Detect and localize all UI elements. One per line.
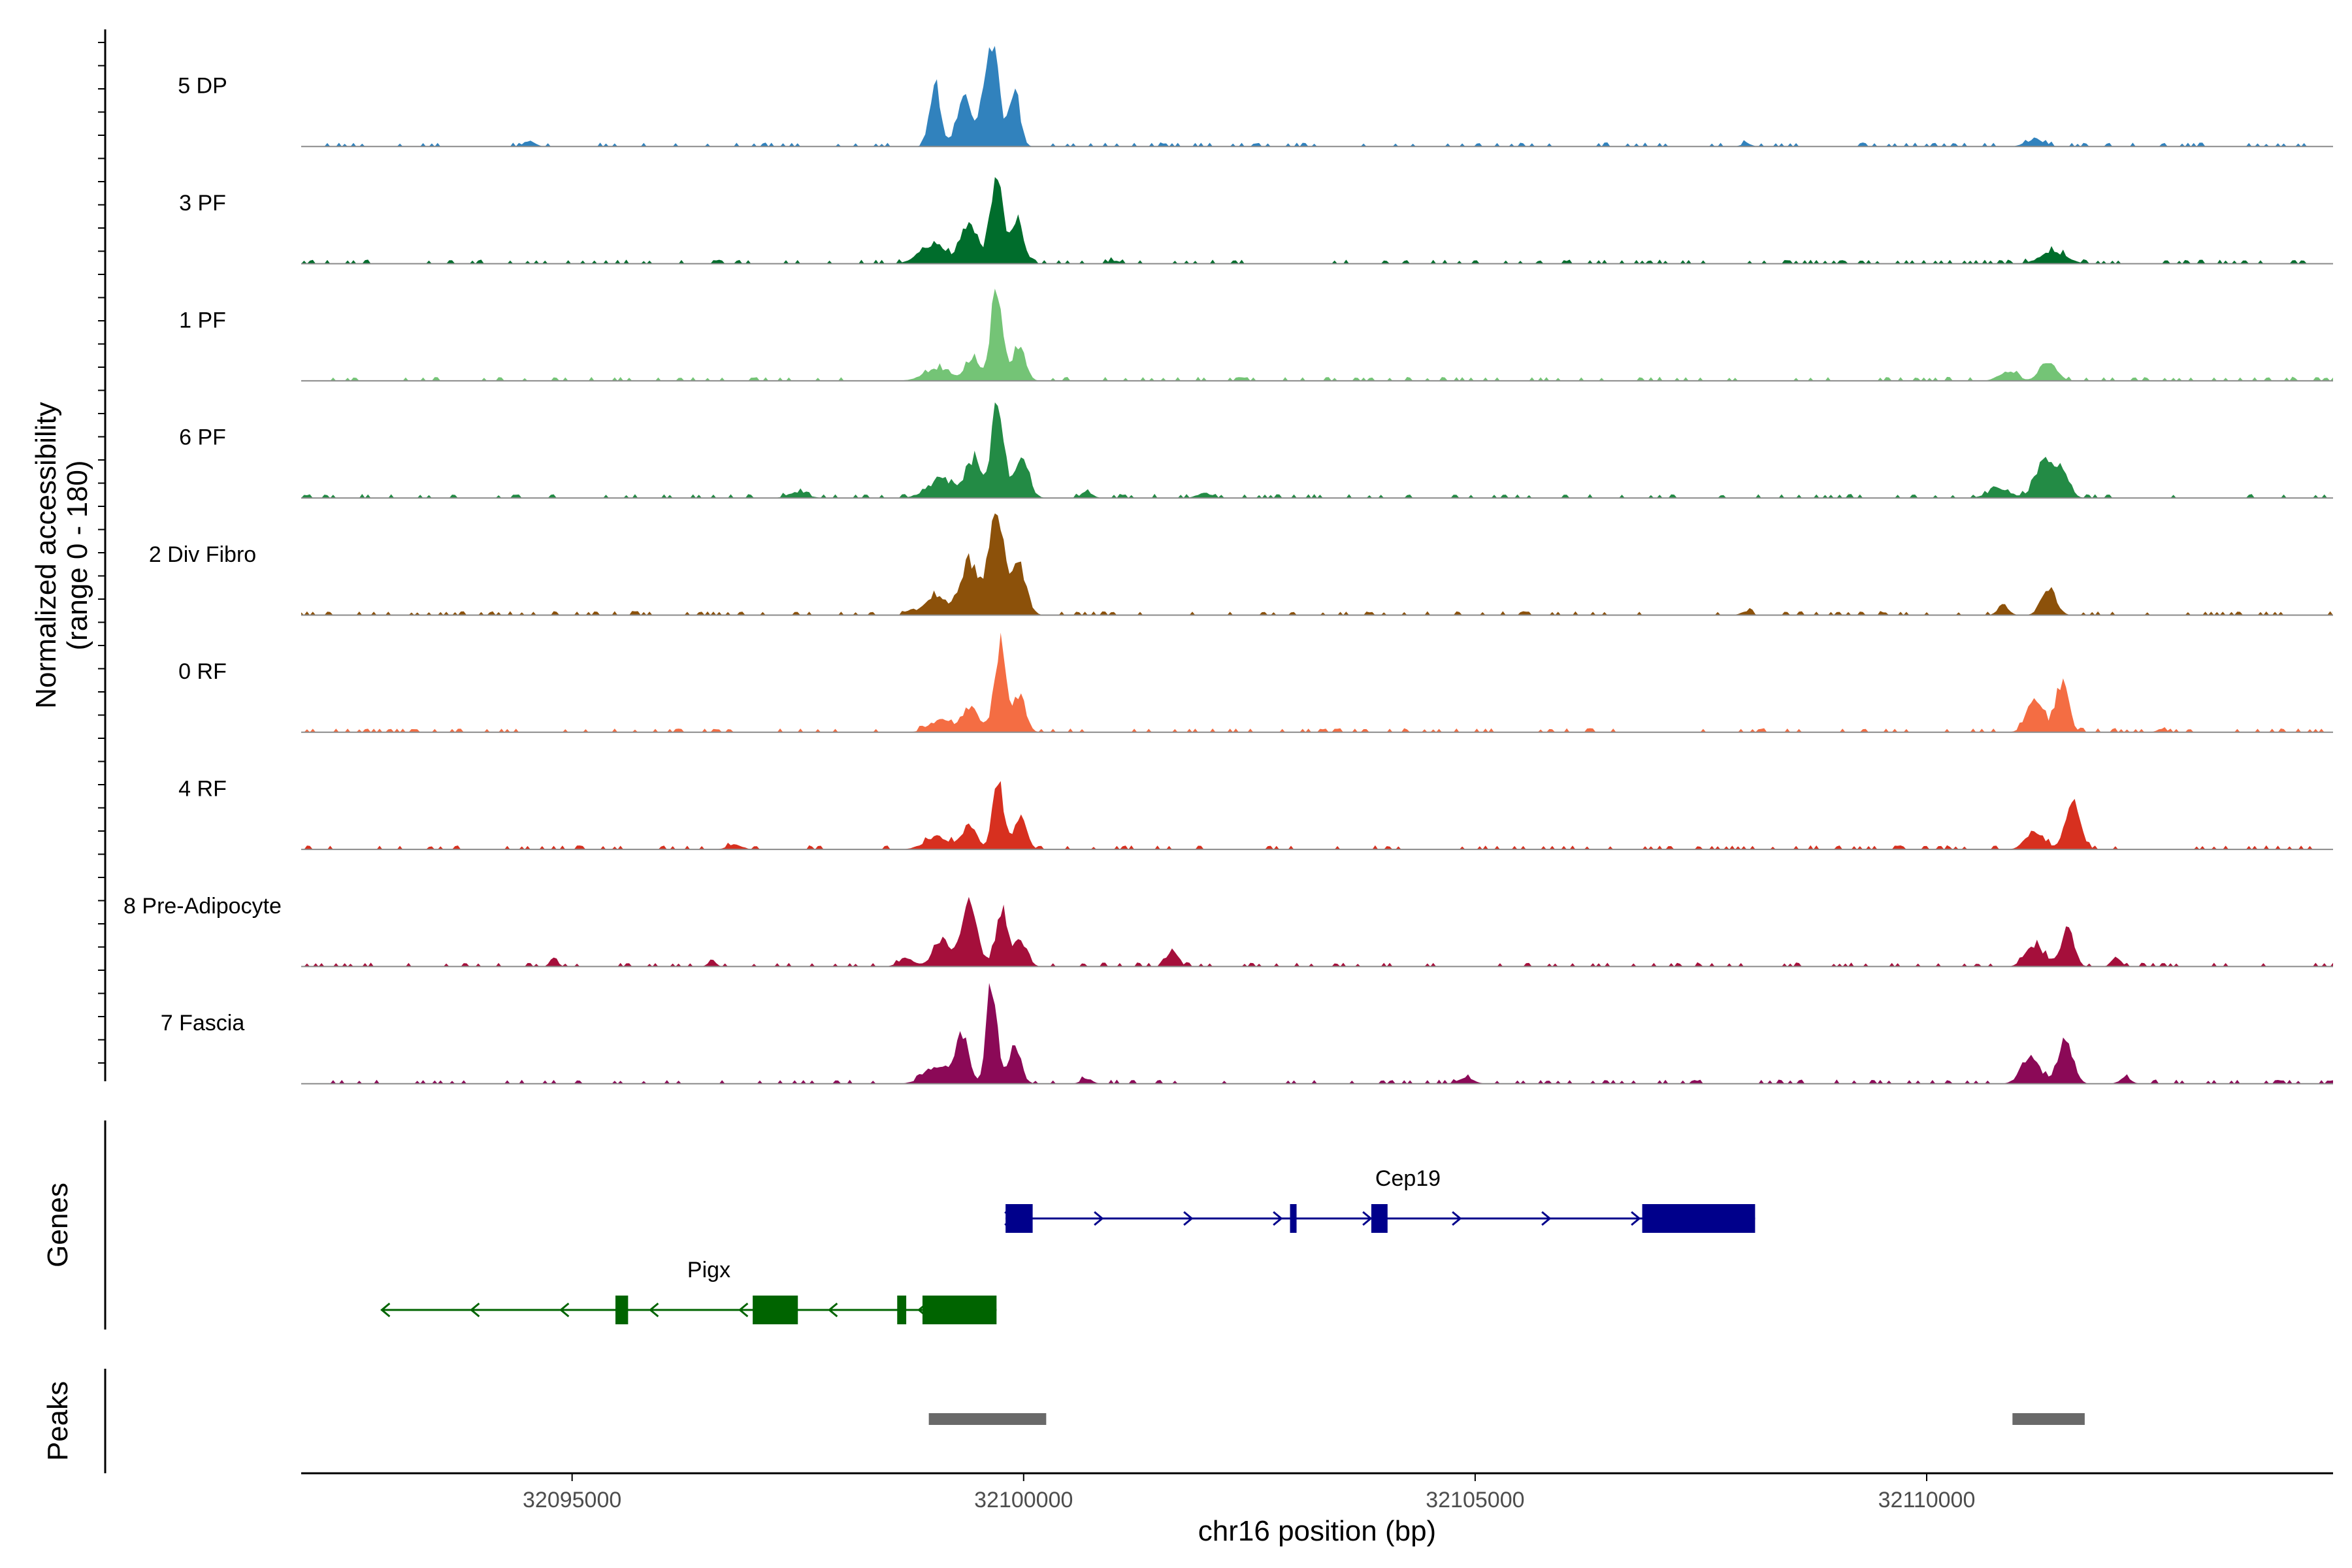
peak-region: [928, 1413, 1047, 1425]
coverage-area-3-pf: [301, 177, 2333, 264]
peaks-track: [928, 1413, 2085, 1425]
track-4-rf: 4 RF: [178, 776, 2333, 851]
track-label-6-pf: 6 PF: [179, 425, 226, 450]
strand-arrow: [828, 1302, 838, 1318]
track-label-5-dp: 5 DP: [178, 74, 227, 99]
exon: [1371, 1204, 1388, 1233]
strand-arrow: [738, 1302, 749, 1318]
peak-region: [2012, 1413, 2085, 1425]
strand-arrow: [1183, 1211, 1194, 1226]
strand-arrow: [1273, 1211, 1283, 1226]
strand-arrow: [470, 1302, 480, 1318]
coverage-area-4-rf: [301, 781, 2333, 850]
coverage-area-0-rf: [301, 632, 2333, 732]
coverage-area-2-div-fibro: [301, 513, 2333, 615]
exon: [1642, 1204, 1756, 1233]
track-label-3-pf: 3 PF: [179, 191, 226, 216]
track-label-2-div-fibro: 2 Div Fibro: [149, 542, 256, 567]
exon: [1290, 1204, 1297, 1233]
track-label-4-rf: 4 RF: [178, 776, 227, 801]
exon: [753, 1296, 798, 1324]
gene-label-cep19: Cep19: [1375, 1166, 1441, 1191]
track-label-1-pf: 1 PF: [179, 308, 226, 333]
coverage-area-8-pre-adipocyte: [301, 896, 2333, 967]
x-tick-label: 32100000: [974, 1488, 1073, 1512]
x-tick-label: 32095000: [523, 1488, 621, 1512]
track-2-div-fibro: 2 Div Fibro: [149, 513, 2333, 616]
coverage-area-6-pf: [301, 402, 2333, 498]
exon: [615, 1296, 629, 1324]
exon: [1005, 1204, 1033, 1233]
x-axis-ticks: 32095000 32100000 32105000 32110000: [523, 1473, 1975, 1512]
coverage-y-axis-ticks: [98, 42, 105, 1064]
x-tick-label: 32105000: [1426, 1488, 1524, 1512]
coverage-area-5-dp: [301, 46, 2333, 147]
coverage-area-1-pf: [301, 288, 2333, 381]
strand-arrow: [380, 1302, 391, 1318]
track-0-rf: 0 RF: [178, 632, 2333, 733]
strand-arrow: [1362, 1211, 1373, 1226]
track-8-pre-adipocyte: 8 Pre-Adipocyte: [123, 894, 2333, 968]
genes-track-label: Genes: [42, 1183, 74, 1267]
genes-track: Cep19 Pigx: [380, 1166, 1756, 1324]
x-axis-title: chr16 position (bp): [1198, 1515, 1436, 1547]
track-label-8-pre-adipocyte: 8 Pre-Adipocyte: [123, 894, 282, 919]
strand-arrow: [1541, 1211, 1552, 1226]
gene-label-pigx: Pigx: [687, 1258, 730, 1282]
coverage-tracks: 5 DP 3 PF 1 PF 6 PF 2 Div Fibro 0 RF 4 RF 8 Pre…: [123, 46, 2333, 1085]
track-6-pf: 6 PF: [179, 402, 2333, 499]
strand-arrow: [559, 1302, 570, 1318]
strand-arrow: [1452, 1211, 1462, 1226]
exon: [922, 1296, 997, 1324]
y-axis-title: Normalized accessibility: [30, 402, 62, 708]
strand-arrow: [1631, 1211, 1641, 1226]
track-label-0-rf: 0 RF: [178, 659, 227, 684]
gene-pigx: Pigx: [380, 1258, 997, 1324]
peaks-track-label: Peaks: [42, 1381, 74, 1461]
strand-arrow: [649, 1302, 659, 1318]
track-5-dp: 5 DP: [178, 46, 2333, 148]
exon: [897, 1296, 907, 1324]
y-axis-title-group: Normalized accessibility (range 0 - 180): [30, 402, 93, 708]
track-7-fascia: 7 Fascia: [161, 983, 2333, 1085]
gene-cep19: Cep19: [1004, 1166, 1756, 1233]
strand-arrow: [1094, 1211, 1104, 1226]
y-axis-subtitle: (range 0 - 180): [61, 460, 93, 650]
track-label-7-fascia: 7 Fascia: [161, 1011, 245, 1036]
coverage-area-7-fascia: [301, 983, 2333, 1084]
track-1-pf: 1 PF: [179, 288, 2333, 382]
track-3-pf: 3 PF: [179, 177, 2333, 265]
x-tick-label: 32110000: [1878, 1488, 1976, 1512]
